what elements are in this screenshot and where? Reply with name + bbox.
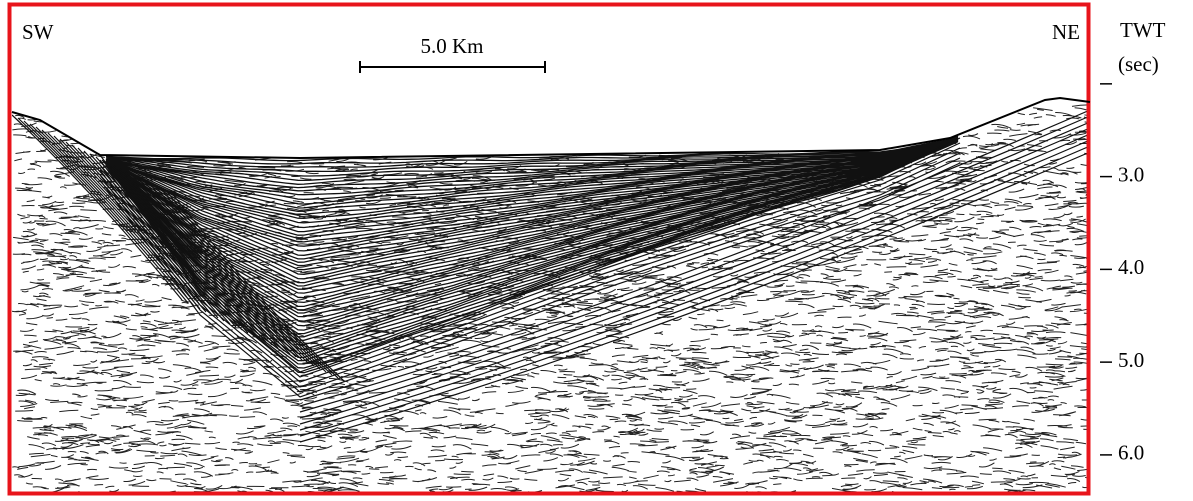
left-direction-label: SW [22, 20, 54, 44]
scale-bar-label: 5.0 Km [421, 34, 484, 58]
tick-label: 4.0 [1118, 255, 1144, 279]
axis-unit: (sec) [1118, 52, 1159, 76]
tick-label: 6.0 [1118, 441, 1144, 465]
axis-title: TWT [1120, 18, 1166, 42]
page: 5.0 Km SW NE TWT (sec) 3.04.05.06.0 (() … [0, 0, 1193, 501]
tick-label: 3.0 [1118, 162, 1144, 186]
seismic-figure: 5.0 Km SW NE TWT (sec) 3.0 4.0 5.0 6.0 [0, 0, 1193, 496]
right-direction-label: NE [1052, 20, 1080, 44]
tick-label: 5.0 [1118, 348, 1144, 372]
